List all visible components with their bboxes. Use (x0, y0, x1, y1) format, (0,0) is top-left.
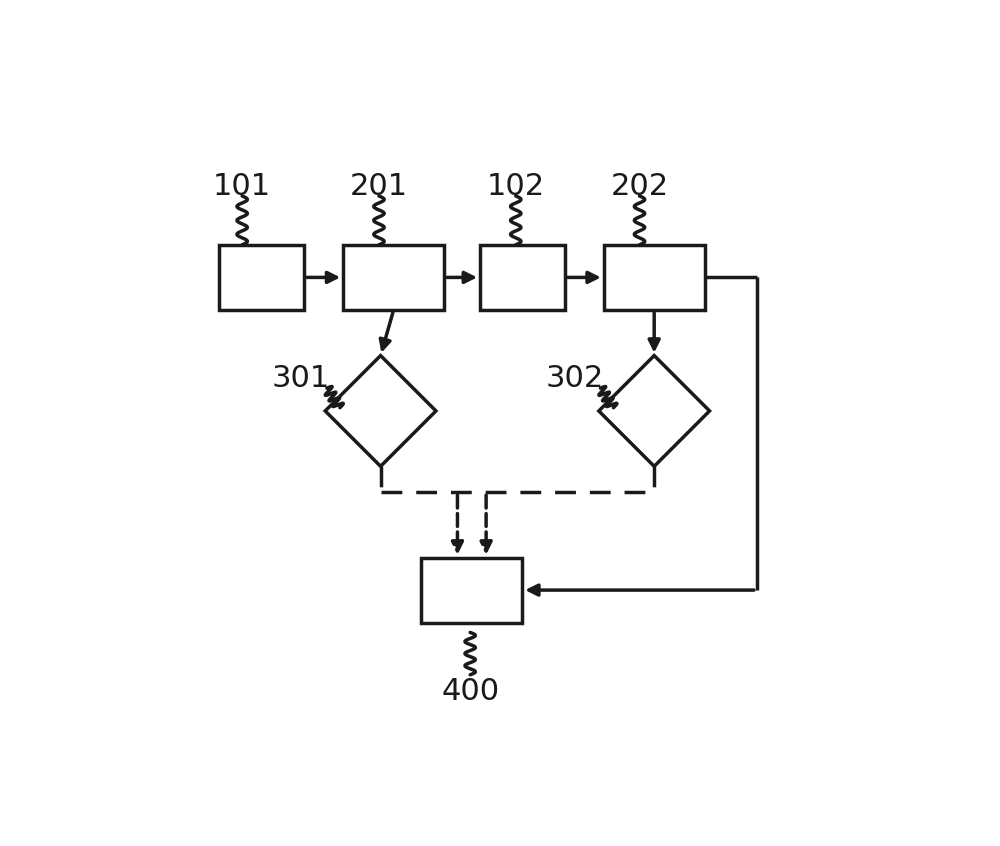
Bar (421, 558, 522, 623)
Text: 102: 102 (487, 172, 545, 201)
Polygon shape (599, 355, 710, 466)
Text: 301: 301 (272, 364, 330, 393)
Bar (480, 244, 565, 310)
Text: 101: 101 (213, 172, 271, 201)
Text: 302: 302 (545, 364, 604, 393)
Text: 400: 400 (441, 677, 499, 706)
Bar (343, 244, 444, 310)
Bar (604, 244, 705, 310)
Polygon shape (325, 355, 436, 466)
Text: 202: 202 (610, 172, 669, 201)
Text: 201: 201 (350, 172, 408, 201)
Bar (219, 244, 304, 310)
